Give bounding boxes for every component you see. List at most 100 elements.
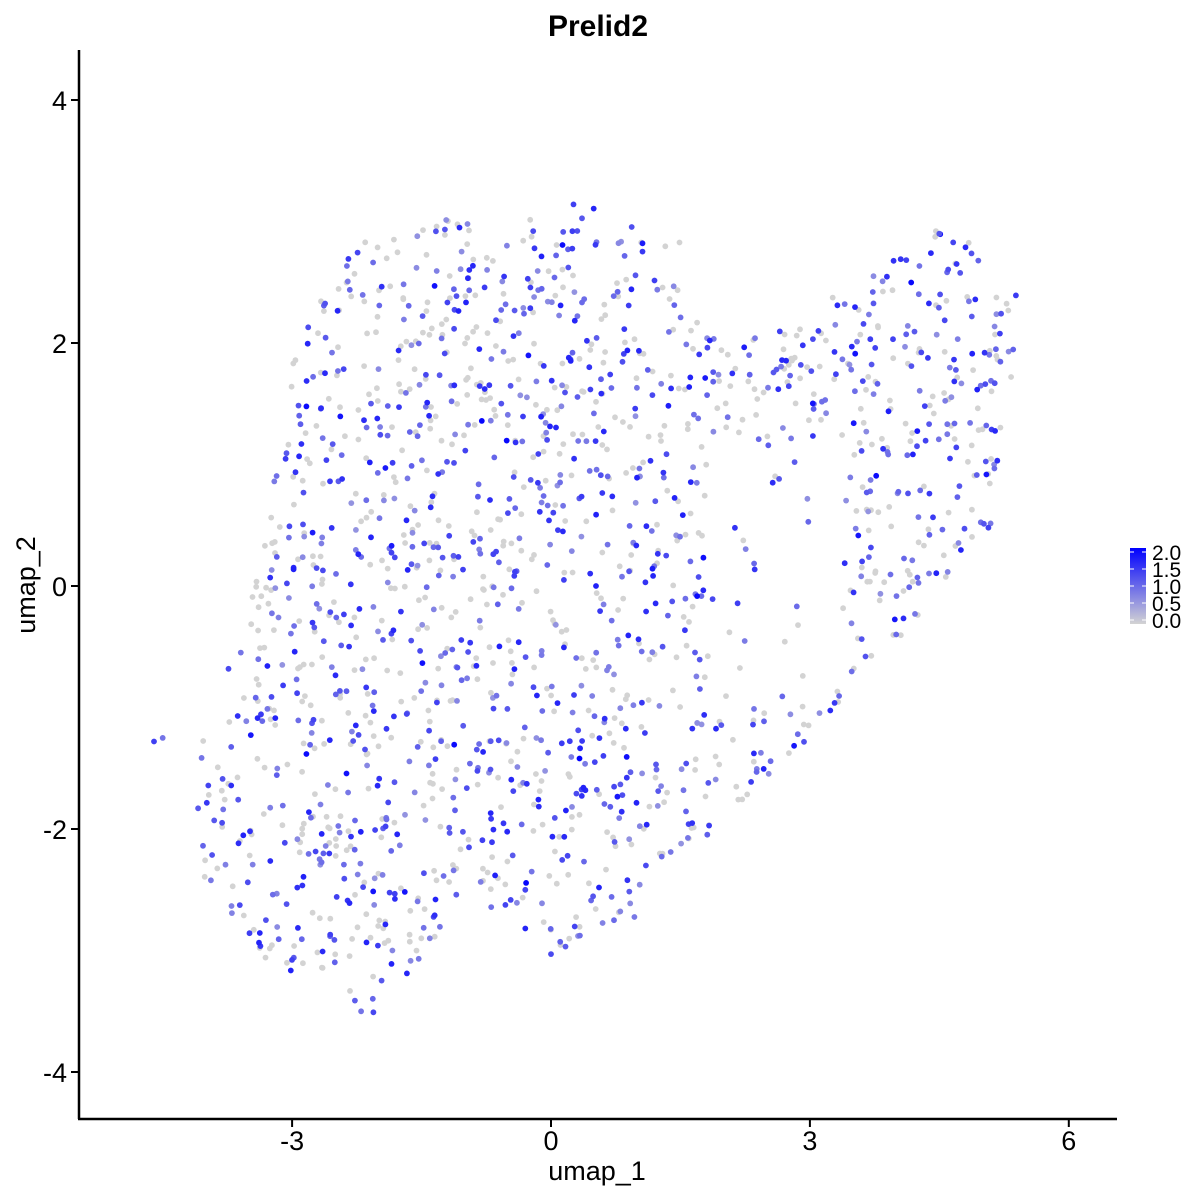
data-point [569,228,576,235]
data-point [536,508,543,515]
data-point [509,671,516,678]
data-point [551,815,558,821]
data-point [617,705,624,712]
data-point [787,711,794,718]
data-point [947,455,953,462]
data-point [868,652,875,659]
data-point [1005,348,1012,355]
data-point [465,649,471,655]
data-point [491,406,498,413]
data-point [687,479,694,485]
data-point [337,688,343,694]
data-point [257,645,263,651]
data-point [611,839,618,845]
data-point [462,447,469,454]
data-point [530,828,537,834]
data-point [352,722,359,729]
data-point [525,352,532,359]
data-point [579,738,585,744]
data-point [877,590,884,597]
data-point [593,664,600,671]
data-point [751,566,758,573]
data-point [671,495,678,501]
data-point [273,554,280,560]
data-point [832,321,839,328]
data-point [660,469,667,476]
data-point [765,770,772,777]
data-point [510,474,517,480]
data-point [403,711,410,717]
data-point [256,939,262,946]
data-point [627,769,634,776]
data-point [604,473,611,480]
data-point [362,239,369,246]
data-point [593,466,600,473]
data-point [900,588,907,594]
data-point [571,455,577,462]
data-point [562,943,569,950]
data-point [797,362,804,368]
data-point [363,424,370,431]
data-point [450,573,456,580]
data-point [457,266,464,273]
data-point [950,239,957,246]
data-point [781,638,788,645]
data-point [362,746,368,753]
data-point [293,676,300,683]
data-point [267,858,274,864]
data-point [490,705,497,712]
data-point [438,321,445,327]
data-point [352,817,358,824]
data-point [467,596,474,603]
data-point [620,419,626,425]
data-point [493,692,500,699]
data-point [636,881,643,888]
data-point [809,400,816,407]
data-point [992,428,998,434]
data-point [220,806,227,813]
data-point [332,951,339,958]
data-point [416,597,422,604]
y-tick-label: -4 [43,1058,67,1088]
data-point [524,275,531,282]
data-point [988,388,995,395]
data-point [855,532,862,539]
data-point [536,788,543,794]
data-point [465,836,472,843]
data-point [226,719,233,725]
data-point [463,299,469,306]
data-point [985,524,992,531]
data-point [272,722,279,728]
data-point [997,424,1004,431]
data-point [547,926,554,932]
data-point [394,831,401,838]
data-point [263,584,269,591]
data-point [551,708,557,715]
data-point [860,419,867,426]
data-point [506,496,513,502]
data-point [260,811,267,817]
data-point [274,924,281,930]
data-point [875,324,881,331]
data-point [583,438,590,445]
data-point [632,272,639,279]
data-point [373,329,379,336]
data-point [377,424,383,430]
data-point [540,919,547,925]
data-point [622,725,629,732]
data-point [203,799,210,806]
data-point [347,581,354,588]
data-point [398,388,404,395]
data-point [345,789,351,796]
data-point [414,433,421,440]
data-point [474,781,481,788]
data-point [903,331,910,338]
data-point [409,543,416,550]
data-point [406,386,413,392]
data-point [317,801,324,808]
data-point [298,441,305,447]
data-point [944,569,951,575]
data-point [475,493,481,500]
data-point [249,861,256,868]
data-point [562,389,568,396]
